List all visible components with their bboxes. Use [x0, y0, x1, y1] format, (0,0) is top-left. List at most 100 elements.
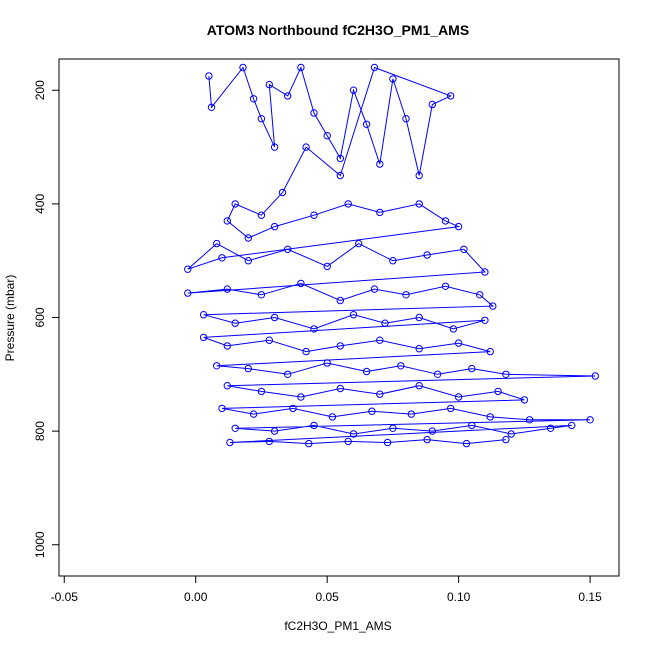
y-tick-label: 600	[33, 307, 47, 327]
data-point	[336, 154, 344, 163]
data-point	[454, 222, 463, 231]
data-point	[502, 370, 510, 378]
data-point	[223, 382, 232, 390]
data-point	[407, 410, 415, 418]
data-point	[265, 336, 273, 344]
data-point	[376, 208, 384, 217]
data-point	[586, 416, 594, 424]
x-tick-label: 0.05	[315, 590, 339, 604]
data-point	[184, 265, 192, 273]
data-point	[376, 160, 384, 168]
data-point	[244, 257, 253, 265]
data-point	[231, 424, 239, 432]
chart-title: ATOM3 Northbound fC2H3O_PM1_AMS	[207, 22, 469, 38]
data-point	[481, 268, 489, 276]
data-point	[284, 245, 292, 254]
data-point	[310, 421, 318, 430]
y-tick-label: 200	[33, 80, 47, 100]
data-point	[476, 291, 484, 299]
data-point	[486, 347, 494, 356]
data-point	[257, 115, 266, 123]
data-point	[199, 311, 208, 319]
data-point	[257, 387, 266, 396]
data-point	[270, 222, 279, 231]
data-point	[349, 86, 358, 94]
data-point	[397, 362, 405, 370]
data-point	[402, 115, 410, 123]
data-point	[441, 282, 450, 290]
data-point	[502, 435, 510, 444]
data-point	[423, 251, 431, 259]
data-point	[302, 347, 310, 356]
data-point	[270, 427, 279, 435]
data-point	[568, 421, 576, 430]
data-point	[257, 211, 266, 219]
data-point	[389, 424, 397, 432]
data-point	[428, 427, 436, 435]
data-point	[244, 364, 253, 373]
data-point	[213, 362, 221, 370]
data-point	[336, 342, 344, 350]
data-point	[454, 339, 463, 347]
data-point	[336, 296, 344, 305]
data-point	[244, 234, 253, 242]
data-point	[591, 372, 599, 380]
data-point	[355, 239, 363, 248]
data-point	[213, 239, 221, 248]
x-tick-label: -0.05	[51, 590, 79, 604]
data-point	[460, 245, 468, 254]
x-tick-label: 0.15	[578, 590, 602, 604]
data-point	[507, 430, 515, 438]
data-point	[323, 359, 331, 367]
data-point	[447, 92, 455, 100]
data-layer	[184, 63, 599, 448]
data-point	[270, 313, 279, 322]
data-point	[362, 120, 371, 129]
data-point	[223, 217, 232, 225]
data-point	[376, 336, 384, 344]
data-point	[231, 200, 239, 208]
data-point	[494, 387, 502, 396]
data-point	[344, 200, 352, 208]
data-point	[207, 103, 216, 112]
data-point	[278, 188, 287, 197]
data-point	[423, 435, 431, 444]
data-point	[310, 211, 318, 219]
data-point	[297, 63, 305, 72]
series-line	[187, 66, 596, 445]
x-axis: -0.05 0.00 0.05 0.10 0.15	[51, 576, 602, 604]
data-point	[368, 407, 376, 415]
data-point	[336, 171, 344, 180]
data-point	[302, 143, 310, 151]
data-point	[454, 393, 463, 401]
data-point	[489, 302, 497, 310]
y-tick-label: 1000	[33, 531, 47, 558]
data-point	[389, 257, 397, 265]
data-point	[381, 319, 389, 327]
data-point	[383, 438, 392, 447]
data-point	[284, 92, 292, 100]
data-point	[305, 439, 313, 448]
data-point	[520, 396, 529, 404]
y-tick-label: 400	[33, 194, 47, 214]
data-point	[218, 404, 226, 413]
data-point	[449, 325, 458, 333]
data-point	[462, 439, 471, 448]
data-point	[349, 311, 358, 319]
data-point	[297, 279, 305, 288]
data-point	[402, 291, 410, 299]
data-point	[415, 171, 423, 180]
data-point	[486, 413, 494, 421]
data-point	[328, 413, 337, 421]
data-point	[218, 254, 226, 262]
data-point	[231, 319, 239, 327]
data-point	[310, 325, 318, 333]
data-point	[433, 370, 442, 378]
data-point	[336, 384, 344, 393]
data-point	[270, 143, 279, 151]
data-point	[349, 430, 358, 438]
data-point	[525, 416, 534, 424]
data-point	[428, 100, 436, 109]
data-point	[441, 217, 450, 225]
